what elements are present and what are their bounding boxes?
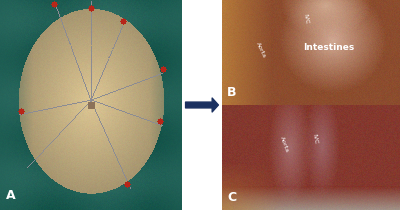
Text: C: C <box>227 191 236 204</box>
Text: A: A <box>6 189 15 202</box>
Text: Aorta: Aorta <box>279 136 290 154</box>
Text: IVC: IVC <box>302 13 309 25</box>
Text: Aorta: Aorta <box>255 42 267 59</box>
Text: Intestines: Intestines <box>303 43 354 52</box>
Text: B: B <box>227 86 237 99</box>
Text: IVC: IVC <box>311 133 318 144</box>
